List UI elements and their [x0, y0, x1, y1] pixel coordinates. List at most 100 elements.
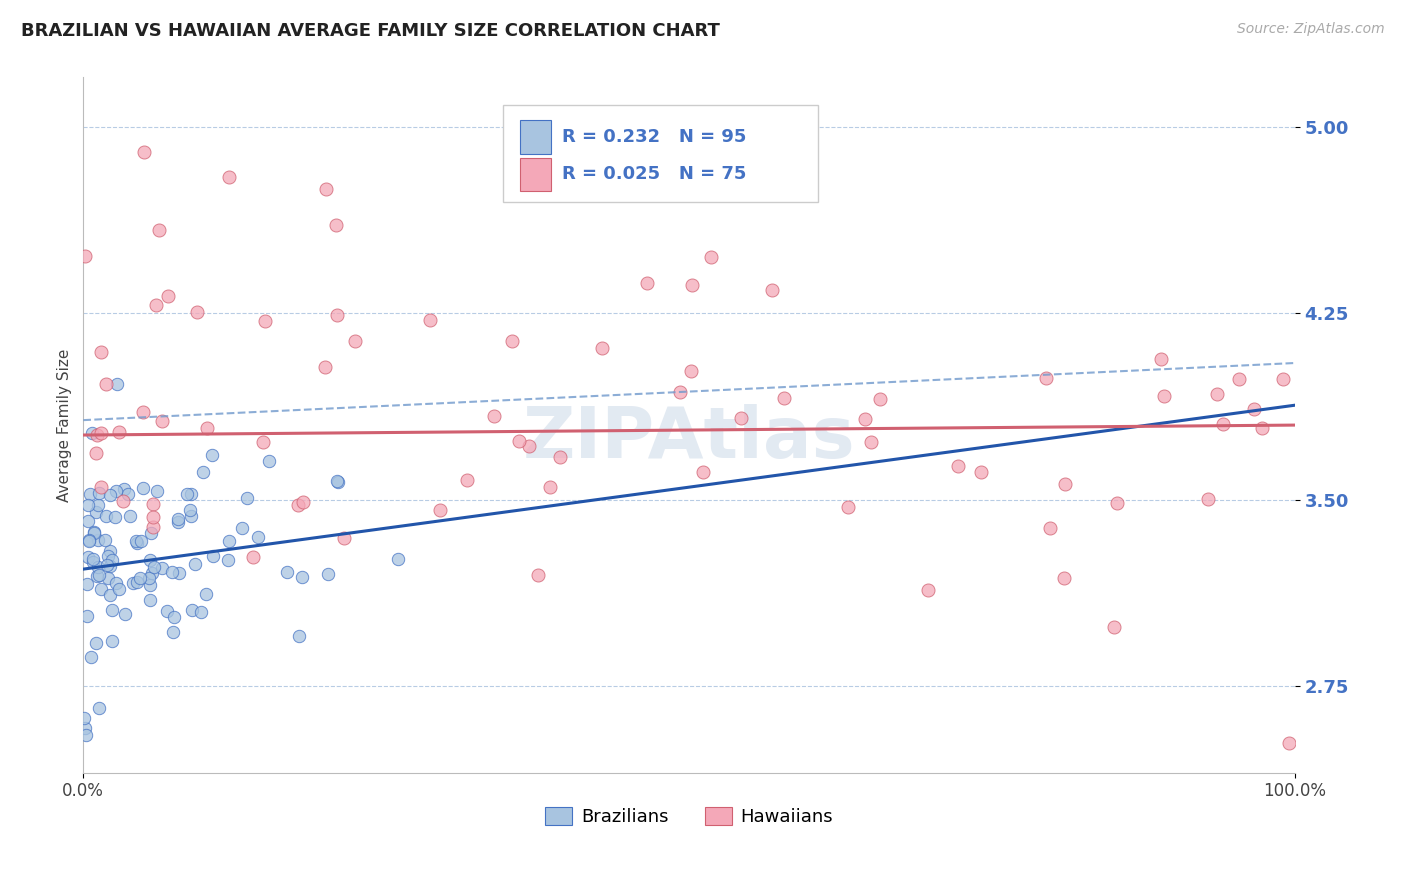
- Point: [253, 314, 276, 328]
- Point: [105, 575, 128, 590]
- Point: [142, 520, 165, 534]
- Point: [179, 503, 201, 517]
- Point: [387, 552, 409, 566]
- Point: [190, 606, 212, 620]
- Point: [344, 334, 367, 348]
- Point: [75, 729, 97, 743]
- Point: [107, 425, 129, 439]
- Point: [89, 485, 111, 500]
- Point: [141, 525, 163, 540]
- Point: [129, 571, 152, 585]
- Point: [84, 505, 107, 519]
- Point: [108, 582, 131, 596]
- Point: [236, 491, 259, 505]
- Point: [167, 512, 190, 526]
- Point: [86, 569, 108, 583]
- Point: [89, 700, 111, 714]
- Point: [1278, 736, 1301, 750]
- Text: ZIPAtlas: ZIPAtlas: [523, 404, 855, 474]
- Point: [77, 499, 100, 513]
- Point: [118, 508, 141, 523]
- Point: [326, 475, 349, 490]
- Legend: Brazilians, Hawaiians: Brazilians, Hawaiians: [537, 800, 841, 833]
- Point: [291, 570, 314, 584]
- Point: [636, 277, 658, 291]
- Point: [98, 544, 121, 558]
- Point: [316, 566, 339, 581]
- Point: [193, 466, 215, 480]
- Point: [180, 603, 202, 617]
- Point: [125, 534, 148, 549]
- Point: [104, 510, 127, 524]
- Point: [77, 533, 100, 547]
- Point: [142, 510, 165, 524]
- Point: [82, 425, 104, 440]
- Point: [948, 458, 970, 473]
- Point: [101, 633, 124, 648]
- Point: [122, 576, 145, 591]
- Point: [112, 482, 135, 496]
- Point: [163, 610, 186, 624]
- Point: [162, 625, 184, 640]
- Point: [76, 514, 98, 528]
- Point: [1053, 476, 1076, 491]
- Point: [200, 448, 222, 462]
- Point: [90, 345, 112, 359]
- Point: [1104, 620, 1126, 634]
- Point: [218, 169, 240, 184]
- Point: [77, 533, 100, 548]
- Point: [150, 414, 173, 428]
- Text: R = 0.025   N = 75: R = 0.025 N = 75: [562, 166, 747, 184]
- Point: [76, 577, 98, 591]
- Point: [90, 425, 112, 440]
- Point: [1153, 389, 1175, 403]
- Point: [969, 465, 991, 479]
- Point: [90, 480, 112, 494]
- Point: [326, 474, 349, 488]
- Point: [1251, 420, 1274, 434]
- Point: [869, 392, 891, 406]
- Point: [456, 474, 478, 488]
- Point: [150, 561, 173, 575]
- Point: [114, 607, 136, 622]
- Point: [145, 298, 167, 312]
- Point: [104, 483, 127, 498]
- Point: [669, 384, 692, 399]
- Point: [1243, 401, 1265, 416]
- Point: [111, 493, 134, 508]
- Point: [508, 434, 530, 449]
- Text: BRAZILIAN VS HAWAIIAN AVERAGE FAMILY SIZE CORRELATION CHART: BRAZILIAN VS HAWAIIAN AVERAGE FAMILY SIZ…: [21, 22, 720, 40]
- Point: [315, 182, 337, 196]
- Point: [195, 586, 218, 600]
- Point: [94, 533, 117, 547]
- Point: [1053, 570, 1076, 584]
- Point: [700, 250, 723, 264]
- Point: [591, 341, 613, 355]
- Point: [517, 438, 540, 452]
- Point: [692, 465, 714, 479]
- Point: [184, 557, 207, 571]
- Point: [195, 421, 218, 435]
- Point: [156, 289, 179, 303]
- Point: [87, 560, 110, 574]
- Point: [86, 446, 108, 460]
- Point: [127, 535, 149, 549]
- Point: [132, 404, 155, 418]
- Point: [287, 498, 309, 512]
- Point: [1227, 372, 1250, 386]
- Point: [218, 534, 240, 549]
- Point: [853, 412, 876, 426]
- Point: [325, 218, 347, 232]
- Point: [82, 555, 104, 569]
- Point: [180, 509, 202, 524]
- Point: [1197, 491, 1219, 506]
- Point: [139, 578, 162, 592]
- Point: [231, 521, 253, 535]
- Point: [125, 574, 148, 589]
- Point: [97, 571, 120, 585]
- Point: [117, 486, 139, 500]
- Point: [86, 428, 108, 442]
- Point: [105, 376, 128, 391]
- Point: [142, 497, 165, 511]
- Point: [202, 549, 225, 564]
